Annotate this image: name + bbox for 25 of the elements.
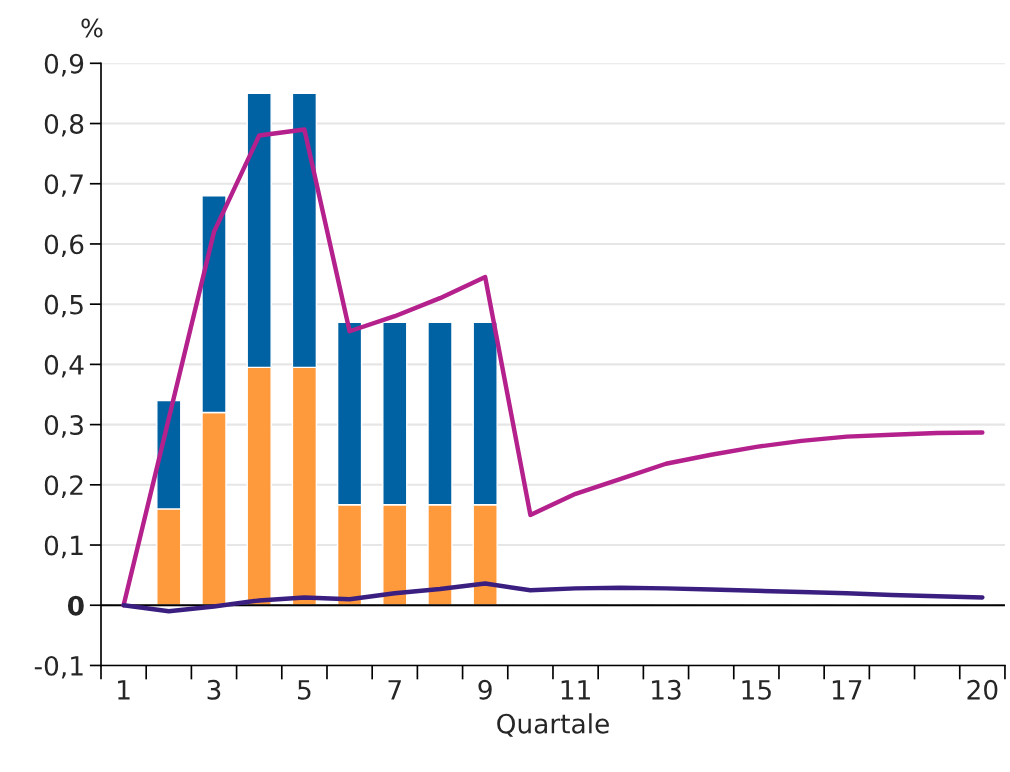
x-tick-label: 5 <box>298 680 311 700</box>
y-axis-title: % <box>81 18 103 38</box>
x-tick-label: 20 <box>967 679 998 700</box>
x-tick-label: 7 <box>388 680 401 700</box>
y-tick-label: -0,1 <box>34 655 83 679</box>
y-tick-label: 0 <box>67 595 84 616</box>
y-tick-label: 0,7 <box>44 174 83 197</box>
x-tick-label: 17 <box>832 680 862 700</box>
y-tick-label: 0,5 <box>44 294 83 318</box>
x-tick-label: 1 <box>118 680 130 700</box>
x-tick-label: 15 <box>742 680 771 700</box>
y-tick-label: 0,9 <box>44 53 84 77</box>
y-tick-label: 0,6 <box>44 234 84 258</box>
x-tick-label: 9 <box>478 679 492 700</box>
x-tick-label: 13 <box>652 679 681 700</box>
x-axis-title: Quartale <box>497 713 609 737</box>
line-series <box>121 581 985 614</box>
y-tick-label: 0,3 <box>44 415 83 438</box>
y-tick-label: 0,4 <box>44 354 84 378</box>
x-tick-label: 11 <box>561 680 590 700</box>
x-tick-label: 3 <box>207 679 221 700</box>
y-tick-label: 0,1 <box>44 535 83 559</box>
y-tick-label: 0,2 <box>44 475 83 498</box>
y-tick-label: 0,8 <box>44 113 84 137</box>
line-series <box>121 127 985 608</box>
